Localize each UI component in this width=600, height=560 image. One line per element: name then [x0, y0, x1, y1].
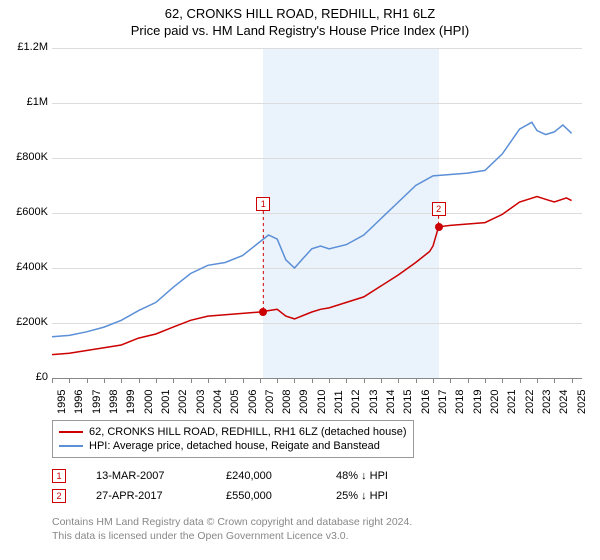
x-tick-label: 2011 — [333, 390, 345, 414]
x-tick — [139, 378, 140, 383]
x-tick — [554, 378, 555, 383]
x-tick — [104, 378, 105, 383]
transaction-price: £240,000 — [226, 470, 336, 482]
legend-swatch — [59, 445, 83, 447]
x-tick — [485, 378, 486, 383]
transaction-price: £550,000 — [226, 490, 336, 502]
x-tick — [52, 378, 53, 383]
x-tick-label: 2004 — [212, 390, 224, 414]
x-tick — [468, 378, 469, 383]
legend-swatch — [59, 431, 83, 433]
x-tick-label: 2012 — [350, 390, 362, 414]
x-tick — [121, 378, 122, 383]
legend: 62, CRONKS HILL ROAD, REDHILL, RH1 6LZ (… — [52, 420, 414, 458]
x-tick — [191, 378, 192, 383]
x-tick-label: 1999 — [125, 390, 137, 414]
x-tick-label: 2020 — [489, 390, 501, 414]
transaction-marker: 2 — [52, 489, 66, 503]
chart-container: 62, CRONKS HILL ROAD, REDHILL, RH1 6LZ P… — [0, 0, 600, 560]
chart-title-1: 62, CRONKS HILL ROAD, REDHILL, RH1 6LZ — [0, 0, 600, 21]
x-tick-label: 2001 — [160, 390, 172, 414]
x-tick — [87, 378, 88, 383]
y-tick-label: £400K — [8, 261, 48, 273]
x-tick-label: 2018 — [454, 390, 466, 414]
transaction-pct: 25% ↓ HPI — [336, 490, 388, 502]
x-tick-label: 1998 — [108, 390, 120, 414]
x-tick-label: 2007 — [264, 390, 276, 414]
transaction-marker: 1 — [52, 469, 66, 483]
x-tick — [416, 378, 417, 383]
x-tick-label: 2022 — [524, 390, 536, 414]
x-tick-label: 2013 — [368, 390, 380, 414]
x-tick-label: 2000 — [143, 390, 155, 414]
legend-label: 62, CRONKS HILL ROAD, REDHILL, RH1 6LZ (… — [89, 426, 407, 438]
marker-label: 1 — [256, 197, 270, 211]
x-tick-label: 2016 — [420, 390, 432, 414]
x-tick-label: 2006 — [247, 390, 259, 414]
x-tick — [312, 378, 313, 383]
plot-area: 12 — [52, 48, 582, 378]
x-tick-label: 2025 — [576, 390, 588, 414]
x-tick-label: 2024 — [558, 390, 570, 414]
x-tick — [208, 378, 209, 383]
x-tick-label: 1997 — [91, 390, 103, 414]
x-tick — [572, 378, 573, 383]
x-tick — [537, 378, 538, 383]
x-tick — [277, 378, 278, 383]
transaction-date: 13-MAR-2007 — [96, 470, 226, 482]
y-tick-label: £1M — [8, 96, 48, 108]
x-tick-label: 2008 — [281, 390, 293, 414]
series-svg — [52, 48, 582, 378]
x-tick — [173, 378, 174, 383]
y-tick-label: £0 — [8, 371, 48, 383]
x-tick — [243, 378, 244, 383]
x-tick-label: 1996 — [73, 390, 85, 414]
x-tick — [364, 378, 365, 383]
transaction-pct: 48% ↓ HPI — [336, 470, 388, 482]
chart-title-2: Price paid vs. HM Land Registry's House … — [0, 21, 600, 42]
x-tick — [502, 378, 503, 383]
x-tick — [294, 378, 295, 383]
x-tick-label: 2015 — [402, 390, 414, 414]
x-tick — [69, 378, 70, 383]
transaction-date: 27-APR-2017 — [96, 490, 226, 502]
x-tick-label: 2010 — [316, 390, 328, 414]
x-tick-label: 1995 — [56, 390, 68, 414]
x-tick-label: 2014 — [385, 390, 397, 414]
x-tick — [225, 378, 226, 383]
marker-label: 2 — [432, 202, 446, 216]
footer-line-1: Contains HM Land Registry data © Crown c… — [52, 516, 412, 528]
legend-item: HPI: Average price, detached house, Reig… — [59, 439, 407, 453]
y-tick-label: £600K — [8, 206, 48, 218]
y-tick-label: £200K — [8, 316, 48, 328]
x-tick-label: 2021 — [506, 390, 518, 414]
x-tick — [450, 378, 451, 383]
transaction-row: 1 13-MAR-2007£240,00048% ↓ HPI — [52, 466, 388, 486]
y-tick-label: £1.2M — [8, 41, 48, 53]
x-tick — [156, 378, 157, 383]
legend-label: HPI: Average price, detached house, Reig… — [89, 440, 380, 452]
x-tick-label: 2023 — [541, 390, 553, 414]
marker-dot — [435, 223, 443, 231]
transactions-table: 1 13-MAR-2007£240,00048% ↓ HPI 2 27-APR-201… — [52, 466, 388, 506]
transaction-row: 2 27-APR-2017£550,00025% ↓ HPI — [52, 486, 388, 506]
y-tick-label: £800K — [8, 151, 48, 163]
x-tick-label: 2003 — [195, 390, 207, 414]
series-hpi — [52, 122, 572, 336]
series-price_paid — [52, 197, 572, 355]
x-tick — [381, 378, 382, 383]
footer-line-2: This data is licensed under the Open Gov… — [52, 530, 349, 542]
x-tick — [398, 378, 399, 383]
x-tick-label: 2009 — [298, 390, 310, 414]
x-tick-label: 2017 — [437, 390, 449, 414]
x-tick-label: 2019 — [472, 390, 484, 414]
legend-item: 62, CRONKS HILL ROAD, REDHILL, RH1 6LZ (… — [59, 425, 407, 439]
x-tick — [433, 378, 434, 383]
x-tick-label: 2002 — [177, 390, 189, 414]
x-tick — [346, 378, 347, 383]
x-tick — [260, 378, 261, 383]
x-tick-label: 2005 — [229, 390, 241, 414]
x-tick — [520, 378, 521, 383]
x-tick — [329, 378, 330, 383]
